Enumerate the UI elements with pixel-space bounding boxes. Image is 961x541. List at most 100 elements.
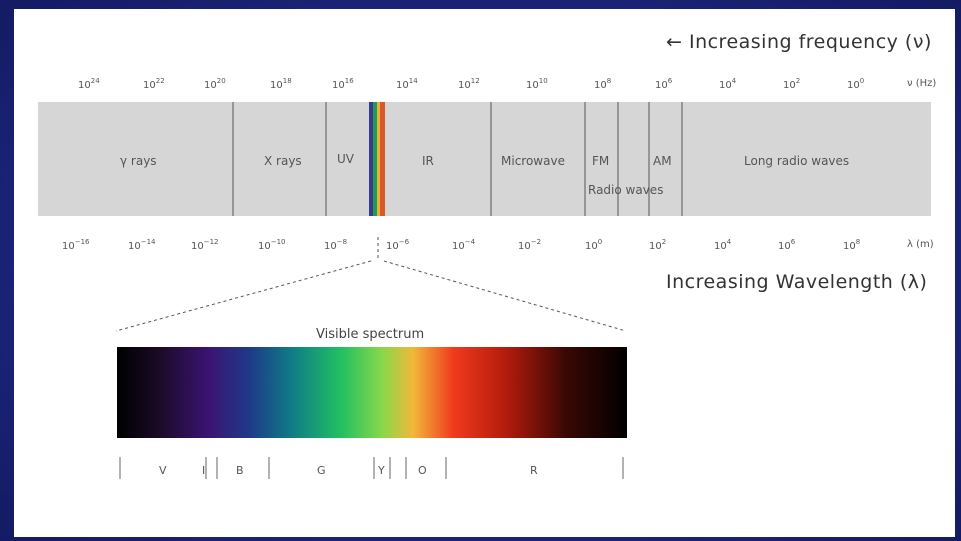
frequency-tick-base: 10	[396, 80, 409, 91]
frequency-tick-exponent: 4	[732, 77, 737, 85]
visible-label-red: R	[530, 464, 538, 477]
frequency-tick-9: 106	[655, 77, 673, 91]
wavelength-tick-exponent: −10	[271, 238, 286, 246]
band-uv-label: UV	[337, 152, 355, 166]
wavelength-tick-base: 10	[843, 241, 856, 252]
wavelength-tick-exponent: −4	[465, 238, 476, 246]
frequency-tick-exponent: 0	[860, 77, 864, 85]
wavelength-tick-2: 10−12	[191, 238, 219, 252]
band-long-radio-label: Long radio waves	[744, 154, 849, 168]
wavelength-tick-exponent: 4	[727, 238, 732, 246]
frequency-tick-5: 1014	[396, 77, 418, 91]
visible-spectrum-dividers	[119, 457, 624, 479]
frequency-tick-base: 10	[847, 80, 860, 91]
frequency-tick-exponent: 18	[283, 77, 292, 85]
frequency-tick-exponent: 6	[668, 77, 673, 85]
frequency-tick-base: 10	[143, 80, 156, 91]
wavelength-tick-base: 10	[518, 241, 531, 252]
wavelength-tick-base: 10	[649, 241, 662, 252]
wavelength-tick-base: 10	[714, 241, 727, 252]
visible-spectrum-bar	[117, 347, 627, 438]
wavelength-tick-1: 10−14	[128, 238, 156, 252]
frequency-tick-exponent: 24	[91, 77, 100, 85]
wavelength-tick-exponent: 8	[856, 238, 860, 246]
wavelength-tick-6: 10−4	[452, 238, 476, 252]
wavelength-tick-7: 10−2	[518, 238, 541, 252]
frequency-tick-8: 108	[594, 77, 611, 91]
visible-spectrum-title: Visible spectrum	[316, 327, 424, 342]
wavelength-tick-11: 106	[778, 238, 796, 252]
visible-strip-violet	[369, 102, 373, 216]
wavelength-tick-5: 10−6	[386, 238, 410, 252]
frequency-tick-base: 10	[204, 80, 217, 91]
frequency-tick-11: 102	[783, 77, 800, 91]
band-xray-label: X rays	[264, 154, 302, 168]
wavelength-tick-exponent: −2	[531, 238, 541, 246]
wavelength-unit: λ (m)	[907, 239, 934, 250]
wavelength-tick-exponent: −14	[141, 238, 156, 246]
band-am-label: AM	[653, 154, 672, 168]
wavelength-tick-base: 10	[452, 241, 465, 252]
frequency-tick-exponent: 20	[217, 77, 226, 85]
wavelength-tick-8: 100	[585, 238, 602, 252]
frequency-tick-exponent: 12	[471, 77, 480, 85]
visible-strip-yellow	[377, 102, 380, 216]
frequency-tick-base: 10	[594, 80, 607, 91]
wavelength-tick-0: 10−16	[62, 238, 90, 252]
band-radio-label: Radio waves	[588, 183, 663, 197]
frequency-tick-base: 10	[270, 80, 283, 91]
band-fm-label: FM	[592, 154, 609, 168]
frequency-tick-exponent: 8	[607, 77, 611, 85]
wavelength-tick-4: 10−8	[324, 238, 347, 252]
frequency-title: ← Increasing frequency (ν)	[666, 31, 932, 53]
frequency-tick-base: 10	[78, 80, 91, 91]
spectrum-diagram: ← Increasing frequency (ν) Increasing Wa…	[38, 31, 936, 479]
slide-content: ← Increasing frequency (ν) Increasing Wa…	[14, 9, 955, 537]
frequency-unit: ν (Hz)	[907, 78, 936, 89]
frequency-tick-12: 100	[847, 77, 864, 91]
visible-label-violet: V	[159, 464, 167, 477]
frequency-tick-base: 10	[783, 80, 796, 91]
wavelength-tick-base: 10	[585, 241, 598, 252]
visible-strip-green	[373, 102, 377, 216]
wavelength-tick-exponent: −6	[399, 238, 410, 246]
frequency-tick-base: 10	[332, 80, 345, 91]
wavelength-tick-3: 10−10	[258, 238, 286, 252]
zoom-line-left	[115, 260, 372, 332]
frequency-tick-2: 1020	[204, 77, 226, 91]
wavelength-tick-base: 10	[258, 241, 271, 252]
visible-label-indigo: I	[202, 464, 205, 477]
frequency-tick-base: 10	[458, 80, 471, 91]
band-gamma-label: γ rays	[120, 154, 157, 168]
wavelength-tick-exponent: 6	[791, 238, 796, 246]
spectrum-band	[38, 102, 931, 216]
wavelength-tick-10: 104	[714, 238, 732, 252]
wavelength-tick-labels: 10−16 10−14 10−12 10−10 10−8 10−6 10−4 10−2 100 1…	[62, 238, 860, 252]
visible-label-green: G	[317, 464, 326, 477]
frequency-tick-base: 10	[526, 80, 539, 91]
wavelength-tick-exponent: −16	[75, 238, 90, 246]
wavelength-tick-base: 10	[62, 241, 75, 252]
visible-strip-red	[380, 102, 385, 216]
frequency-tick-4: 1016	[332, 77, 354, 91]
band-microwave-label: Microwave	[501, 154, 565, 168]
frequency-tick-exponent: 16	[345, 77, 354, 85]
wavelength-tick-exponent: −12	[204, 238, 219, 246]
wavelength-tick-base: 10	[778, 241, 791, 252]
wavelength-tick-exponent: 2	[662, 238, 666, 246]
frequency-tick-base: 10	[655, 80, 668, 91]
zoom-line-right	[383, 260, 627, 332]
wavelength-tick-base: 10	[386, 241, 399, 252]
frequency-tick-exponent: 22	[156, 77, 165, 85]
wavelength-tick-base: 10	[191, 241, 204, 252]
wavelength-tick-12: 108	[843, 238, 860, 252]
wavelength-tick-exponent: 0	[598, 238, 602, 246]
frequency-tick-exponent: 10	[539, 77, 548, 85]
visible-label-blue: B	[236, 464, 244, 477]
frequency-tick-3: 1018	[270, 77, 292, 91]
wavelength-tick-9: 102	[649, 238, 666, 252]
wavelength-title: Increasing Wavelength (λ)	[666, 271, 927, 293]
frequency-tick-10: 104	[719, 77, 737, 91]
wavelength-tick-exponent: −8	[337, 238, 347, 246]
visible-label-yellow: Y	[377, 464, 385, 477]
